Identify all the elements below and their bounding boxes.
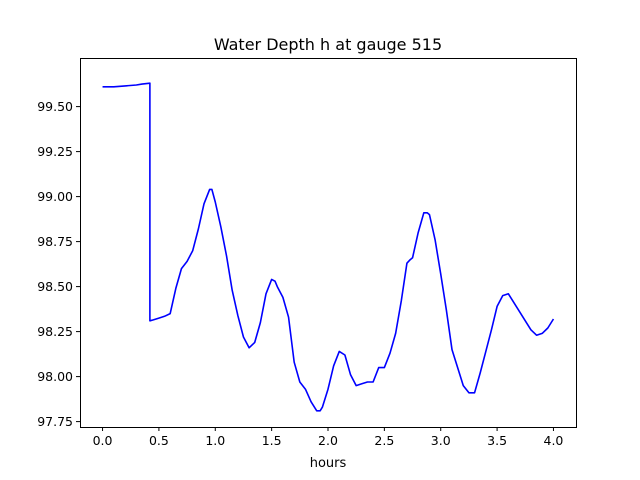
x-tick-label: 3.5 <box>487 433 507 448</box>
x-tick-label: 3.0 <box>431 433 451 448</box>
x-tick-label: 0.0 <box>93 433 113 448</box>
y-tick-label: 98.00 <box>37 369 73 384</box>
y-tick-label: 99.25 <box>37 144 73 159</box>
y-tick-label: 99.00 <box>37 189 73 204</box>
y-tick-label: 97.75 <box>37 414 73 429</box>
x-tick-label: 2.5 <box>374 433 394 448</box>
chart-title: Water Depth h at gauge 515 <box>214 35 442 54</box>
x-tick-label: 4.0 <box>544 433 564 448</box>
y-tick-label: 98.50 <box>37 279 73 294</box>
x-tick-label: 2.0 <box>318 433 338 448</box>
y-axis: 97.75 98.00 98.25 98.50 98.75 99.00 99.25 99.50 <box>37 99 80 429</box>
x-axis-label: hours <box>310 456 347 471</box>
x-tick-label: 1.0 <box>205 433 225 448</box>
plot-frame <box>80 58 577 428</box>
y-tick-label: 98.75 <box>37 234 73 249</box>
y-tick-label: 98.25 <box>37 324 73 339</box>
x-axis: 0.0 0.5 1.0 1.5 2.0 2.5 3.0 3.5 4.0 <box>93 427 564 448</box>
x-tick-label: 1.5 <box>262 433 282 448</box>
plot-series <box>102 82 555 412</box>
series-line-0 <box>102 82 555 412</box>
x-tick-label: 0.5 <box>149 433 169 448</box>
y-tick-label: 99.50 <box>37 99 73 114</box>
